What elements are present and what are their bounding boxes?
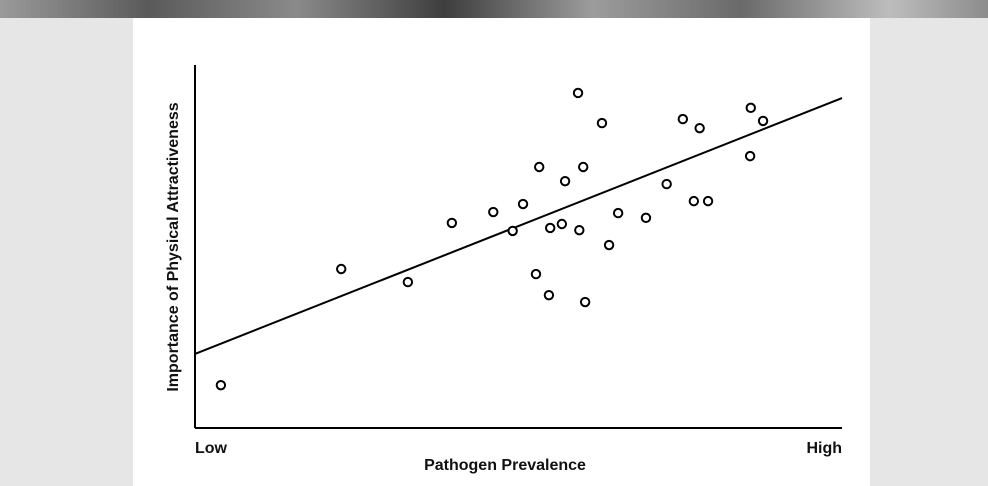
data-point bbox=[559, 175, 571, 187]
x-axis-label: Pathogen Prevalence bbox=[424, 457, 586, 474]
data-point bbox=[336, 263, 347, 275]
data-point bbox=[215, 379, 227, 391]
data-point bbox=[402, 276, 414, 288]
data-point bbox=[640, 212, 652, 224]
data-point bbox=[596, 117, 608, 129]
data-point bbox=[446, 217, 458, 229]
data-point bbox=[688, 195, 700, 207]
x-tick-label: High bbox=[806, 440, 842, 457]
data-point bbox=[702, 195, 714, 207]
data-point bbox=[574, 224, 585, 236]
data-point bbox=[545, 222, 556, 234]
y-axis-label: Importance of Physical Attractiveness bbox=[165, 102, 182, 391]
trend-line bbox=[194, 97, 843, 355]
data-point bbox=[507, 225, 518, 237]
x-tick-label: Low bbox=[195, 440, 228, 457]
data-point bbox=[744, 150, 756, 162]
data-point bbox=[534, 161, 545, 173]
data-point bbox=[661, 178, 672, 190]
chart: Pathogen Prevalence Importance of Physic… bbox=[165, 65, 843, 474]
data-point bbox=[757, 115, 769, 127]
data-point bbox=[677, 113, 689, 125]
data-point bbox=[530, 268, 542, 280]
content-panel bbox=[133, 18, 870, 486]
data-point bbox=[745, 102, 756, 114]
data-point bbox=[572, 87, 584, 99]
data-point bbox=[612, 207, 624, 219]
data-point bbox=[579, 296, 591, 308]
data-point bbox=[543, 289, 555, 301]
header-photo-strip bbox=[0, 0, 988, 18]
data-point bbox=[578, 161, 589, 173]
data-point bbox=[488, 206, 499, 218]
data-point bbox=[517, 198, 529, 210]
data-point bbox=[694, 122, 705, 134]
data-point bbox=[603, 239, 615, 251]
data-point bbox=[556, 218, 568, 230]
